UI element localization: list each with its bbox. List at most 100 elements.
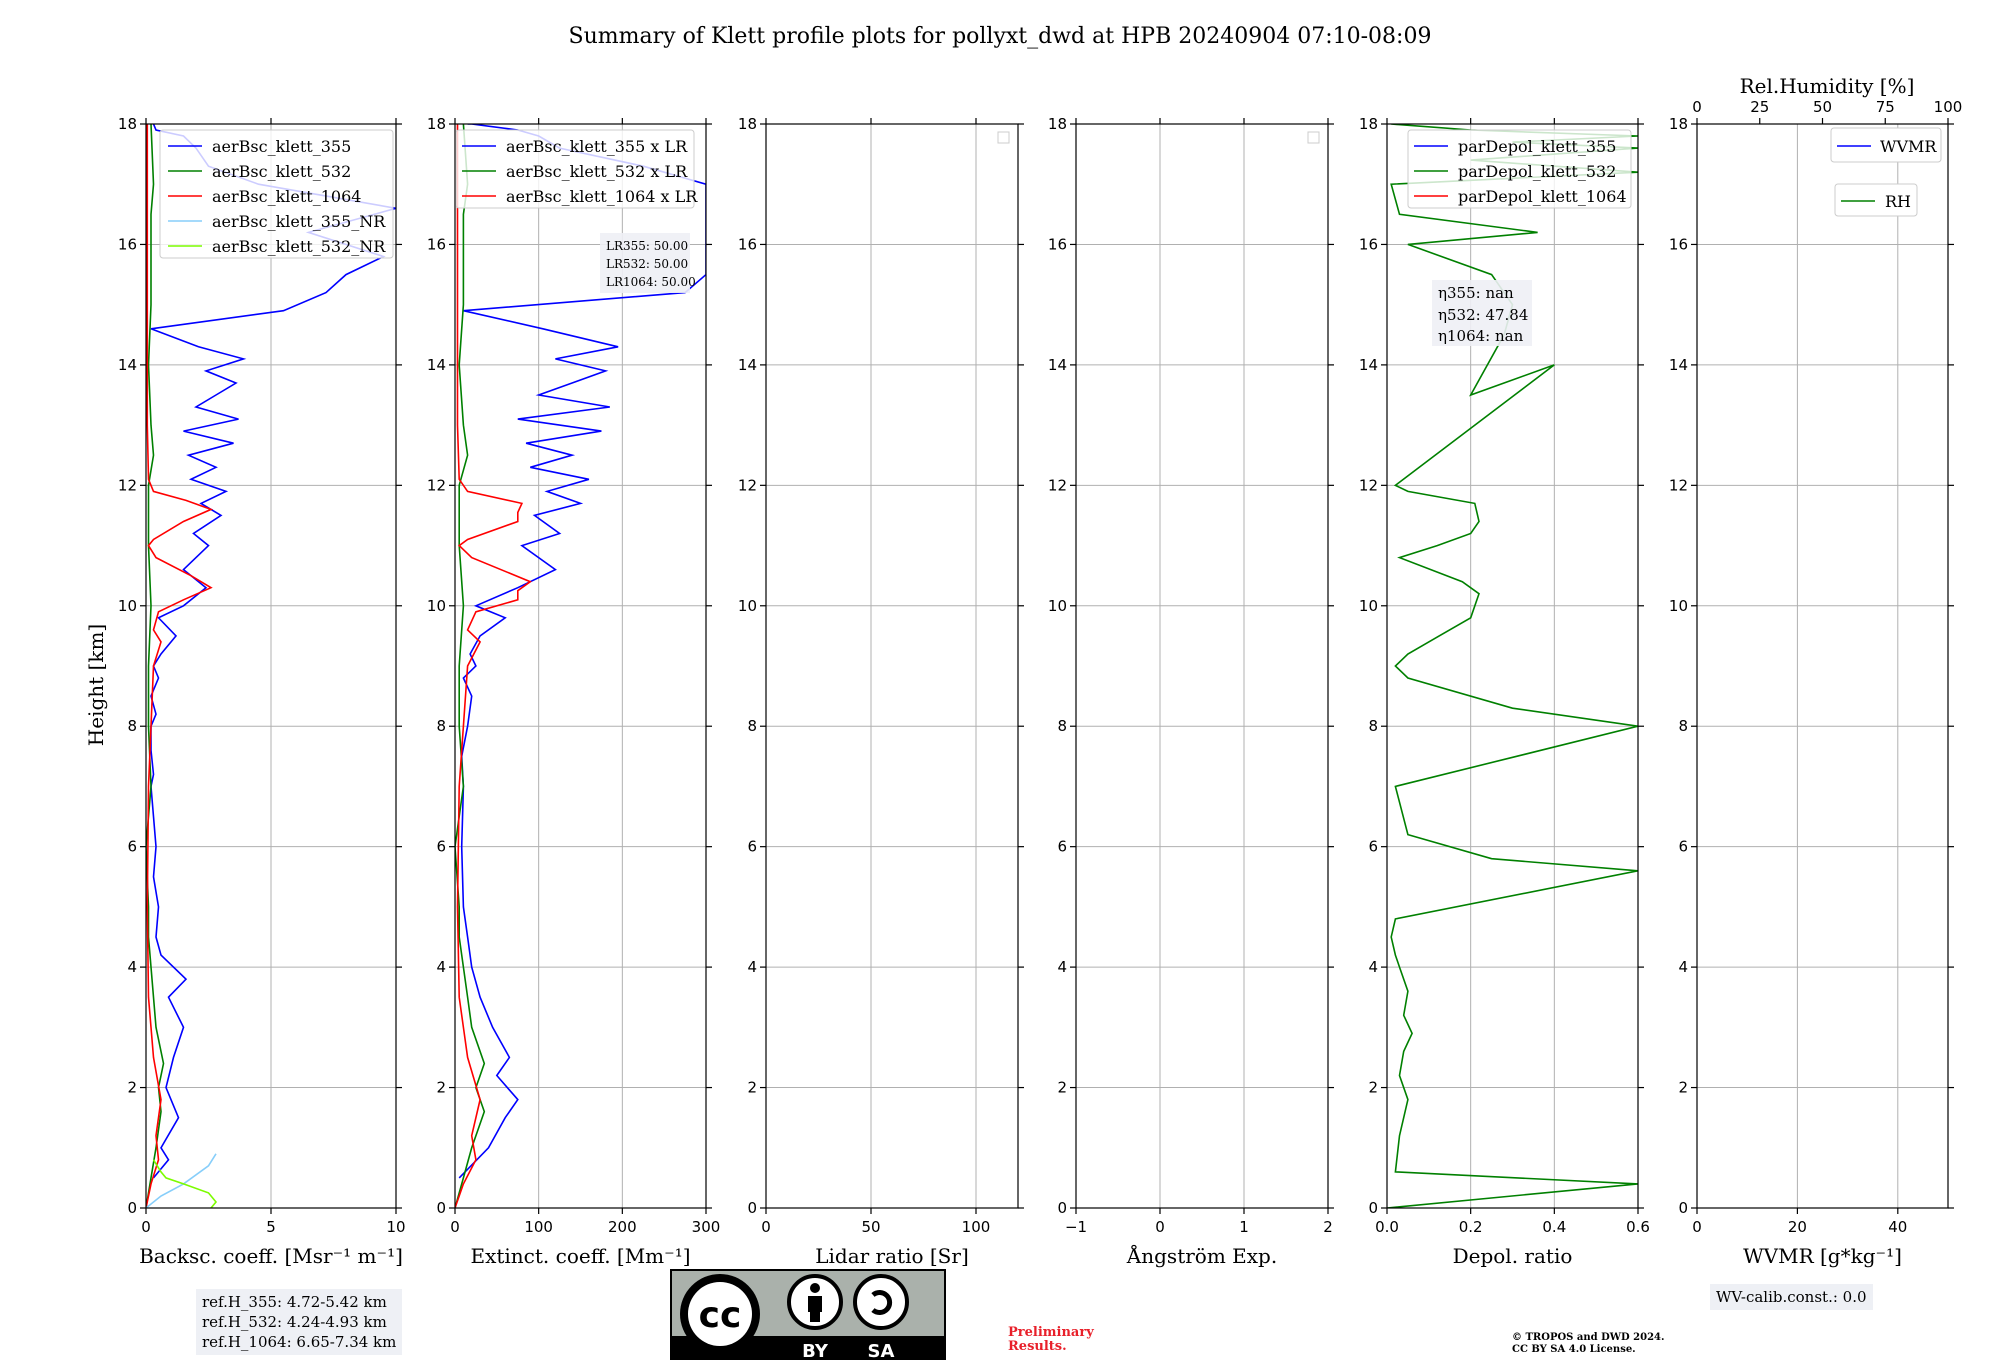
- x-tick-label: 0.6: [1626, 1218, 1650, 1236]
- y-tick-label: 14: [1359, 356, 1378, 374]
- y-tick-label: 10: [1048, 597, 1067, 615]
- lr-annotation: LR355: 50.00 LR532: 50.00 LR1064: 50.00: [600, 233, 696, 293]
- y-axis-label: Height [km]: [84, 624, 108, 746]
- y-tick-label: 4: [1678, 958, 1688, 976]
- y-tick-label: 6: [747, 838, 757, 856]
- y-tick-label: 4: [436, 958, 446, 976]
- y-tick-label: 8: [747, 717, 757, 735]
- copyright-notice: © TROPOS and DWD 2024. CC BY SA 4.0 Lice…: [1512, 1332, 1665, 1355]
- x-tick-label: 5: [266, 1218, 276, 1236]
- panel-lidar-ratio: 0 2 4 6 8 10 12 14 16 18 0 50 100 Lidar ratio [Sr]: [738, 115, 1024, 1268]
- ref-height-532: ref.H_532: 4.24-4.93 km: [202, 1313, 387, 1331]
- empty-legend-box: [997, 131, 1010, 144]
- series-line-aerBsc_klett_532: [146, 124, 165, 1208]
- wv-calib-box: WV-calib.const.: 0.0: [1710, 1284, 1873, 1310]
- y-tick-label: 4: [747, 958, 757, 976]
- y-tick-label: 18: [1048, 115, 1067, 133]
- y-tick-label: 16: [1359, 235, 1378, 253]
- legend-item: parDepol_klett_1064: [1458, 187, 1627, 206]
- legend-item: RH: [1885, 192, 1911, 211]
- y-tick-label: 18: [1669, 115, 1688, 133]
- annotation-item: η355: nan: [1438, 284, 1514, 302]
- y-tick-label: 8: [436, 717, 446, 735]
- y-tick-label: 6: [1368, 838, 1378, 856]
- rh-axis-label: Rel.Humidity [%]: [1740, 74, 1915, 98]
- y-tick-label: 12: [1669, 476, 1688, 494]
- series-line-aerBsc_klett_355_NR: [146, 1153, 217, 1208]
- axes-frame: [765, 123, 1019, 1209]
- axes-frame: [1696, 123, 1949, 1209]
- y-tick-label: 0: [1678, 1199, 1688, 1217]
- eta-annotation: η355: nan η532: 47.84 η1064: nan: [1432, 280, 1532, 346]
- y-tick-label: 14: [1048, 356, 1067, 374]
- x-tick-label: 0: [1155, 1218, 1165, 1236]
- x-axis-label: Lidar ratio [Sr]: [815, 1244, 969, 1268]
- y-tick-label: 18: [738, 115, 757, 133]
- x-tick-label: 0: [1692, 1218, 1702, 1236]
- y-tick-label: 10: [427, 597, 446, 615]
- series-line-aerBsc_klett_532 x LR: [455, 124, 486, 1208]
- x-tick-label: 40: [1888, 1218, 1907, 1236]
- annotation-item: η1064: nan: [1438, 327, 1524, 345]
- x-tick-label: −1: [1065, 1218, 1087, 1236]
- y-tick-label: 14: [427, 356, 446, 374]
- x-axis-label: Backsc. coeff. [Msr⁻¹ m⁻¹]: [139, 1244, 403, 1268]
- x-tick-label: 0: [761, 1218, 771, 1236]
- y-tick-label: 0: [747, 1199, 757, 1217]
- legend-item: WVMR: [1880, 137, 1937, 156]
- y-tick-label: 14: [1669, 356, 1688, 374]
- by-person-icon: [808, 1296, 822, 1312]
- x-tick-label: 2: [1323, 1218, 1333, 1236]
- series-line-parDepol_klett_532: [1387, 124, 1638, 1208]
- axes-frame: [1075, 123, 1329, 1209]
- panel-backscatter: 0 2 4 6 8 10 12 14 16 18 0 5 10 Backsc. coeff. [Msr⁻¹…: [118, 115, 406, 1268]
- x-tick-label: 1: [1239, 1218, 1249, 1236]
- x-axis-label: Ångström Exp.: [1126, 1243, 1277, 1268]
- y-tick-label: 2: [1368, 1079, 1378, 1097]
- x-axis-label: Depol. ratio: [1453, 1244, 1573, 1268]
- y-tick-label: 2: [1678, 1079, 1688, 1097]
- legend-wvmr: WVMR: [1830, 127, 1942, 163]
- y-tick-label: 10: [738, 597, 757, 615]
- legend-rh: RH: [1834, 183, 1918, 217]
- ref-height-1064: ref.H_1064: 6.65-7.34 km: [202, 1333, 397, 1351]
- series-line-aerBsc_klett_532_NR: [152, 1159, 218, 1208]
- y-tick-label: 8: [1678, 717, 1688, 735]
- y-tick-label: 16: [738, 235, 757, 253]
- y-tick-label: 10: [118, 597, 137, 615]
- y-tick-label: 16: [1048, 235, 1067, 253]
- ref-height-355: ref.H_355: 4.72-5.42 km: [202, 1293, 387, 1311]
- x-tick-label: 300: [692, 1218, 721, 1236]
- y-tick-label: 8: [127, 717, 137, 735]
- y-tick-label: 18: [118, 115, 137, 133]
- series-line-aerBsc_klett_1064 x LR: [455, 124, 532, 1208]
- x-tick-label: 200: [608, 1218, 637, 1236]
- sa-circle-icon: [853, 1274, 909, 1330]
- y-tick-label: 10: [1669, 597, 1688, 615]
- series-line-aerBsc_klett_355: [150, 124, 396, 1179]
- legend-item: aerBsc_klett_532_NR: [212, 237, 386, 256]
- y-tick-label: 2: [436, 1079, 446, 1097]
- annotation-item: LR355: 50.00: [606, 239, 688, 253]
- y-tick-label: 6: [1678, 838, 1688, 856]
- preliminary-results: Preliminary Results.: [1008, 1325, 1094, 1354]
- sa-label: SA: [868, 1341, 895, 1360]
- legend-item: aerBsc_klett_532 x LR: [506, 162, 688, 181]
- legend-extinction: aerBsc_klett_355 x LR aerBsc_klett_532 x…: [455, 129, 698, 209]
- y-tick-label: 16: [118, 235, 137, 253]
- y-tick-label: 4: [1368, 958, 1378, 976]
- x-tick-label: 0: [141, 1218, 151, 1236]
- x-tick-label: 0.2: [1459, 1218, 1483, 1236]
- x-axis-label: Extinct. coeff. [Mm⁻¹]: [470, 1244, 690, 1268]
- y-tick-label: 12: [1048, 476, 1067, 494]
- y-tick-label: 0: [1368, 1199, 1378, 1217]
- series-line-aerBsc_klett_355 x LR: [458, 124, 706, 1179]
- y-tick-label: 12: [118, 476, 137, 494]
- x-tick-label: 100: [524, 1218, 553, 1236]
- y-tick-label: 14: [118, 356, 137, 374]
- y-tick-label: 16: [427, 235, 446, 253]
- top-x-tick-label: 50: [1813, 98, 1832, 116]
- y-tick-label: 12: [738, 476, 757, 494]
